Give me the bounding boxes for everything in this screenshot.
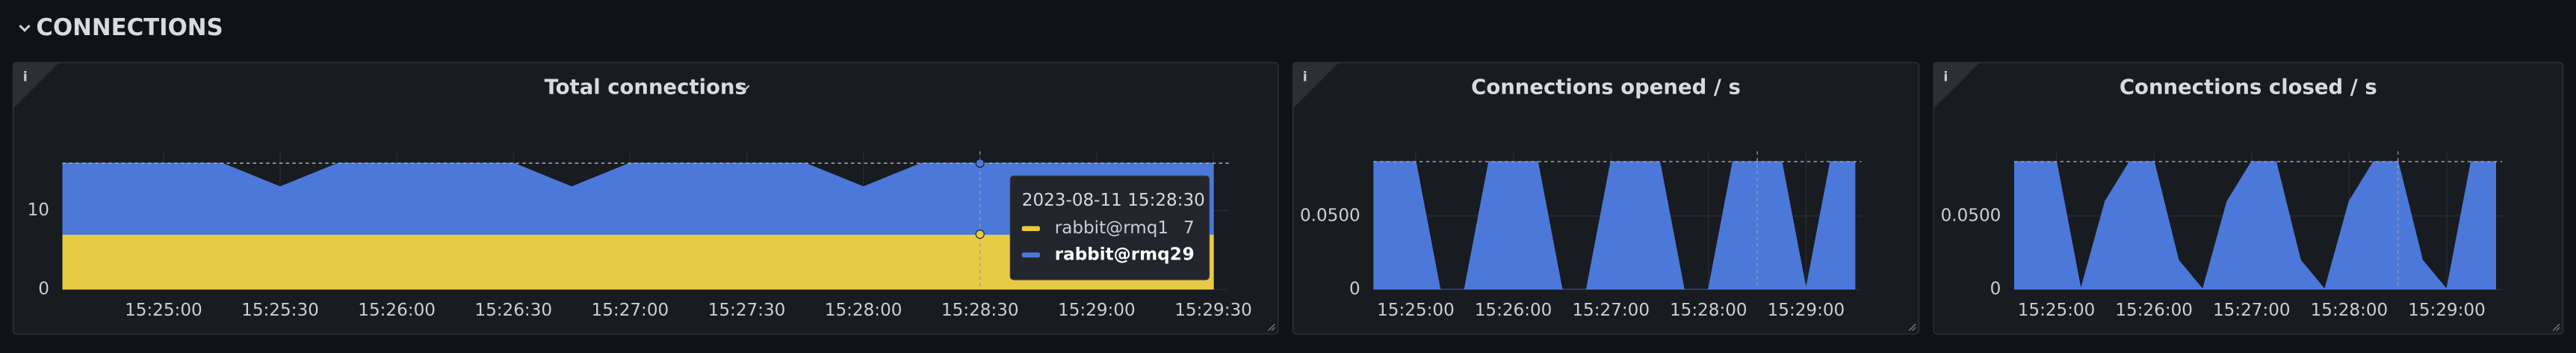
x-tick-label: 15:27:00 [592, 301, 669, 320]
plot-area [62, 162, 1214, 290]
info-icon: i [1303, 70, 1307, 85]
tooltip-swatch [1021, 252, 1040, 258]
x-tick-label: 15:25:00 [125, 301, 202, 320]
x-tick-label: 15:25:00 [2018, 301, 2096, 320]
x-tick-label: 15:26:00 [358, 301, 436, 320]
x-tick-label: 15:29:00 [2408, 301, 2486, 320]
x-tick-label: 15:29:00 [1768, 301, 1845, 320]
x-tick-label: 15:26:00 [2115, 301, 2193, 320]
x-tick-label: 15:25:30 [241, 301, 319, 320]
x-tick-label: 15:27:00 [1572, 301, 1650, 320]
series-area [2013, 161, 2496, 290]
resize-handle [1268, 323, 1275, 331]
y-tick-label: 0.0500 [1941, 206, 2001, 225]
collapse-chevron[interactable] [19, 25, 31, 32]
info-icon: i [23, 70, 28, 85]
plot-area [2013, 161, 2496, 290]
tooltip-box [1009, 175, 1210, 280]
y-tick-label: 0 [1990, 280, 2001, 299]
panel-title: Connections closed / s [2120, 76, 2377, 99]
info-icon: i [1943, 70, 1948, 85]
x-tick-label: 15:28:30 [941, 301, 1019, 320]
series-area [1373, 161, 1856, 290]
x-tick-label: 15:25:00 [1377, 301, 1455, 320]
tooltip-series-name: rabbit@rmq2 [1055, 245, 1182, 264]
tooltip-series-name: rabbit@rmq1 [1055, 218, 1168, 238]
resize-handle [1908, 323, 1916, 331]
info-corner [13, 62, 60, 109]
panel-title: Total connections [545, 76, 747, 99]
title-menu-chevron[interactable] [738, 85, 750, 92]
y-tick-label: 0 [1349, 280, 1360, 299]
series-area [62, 162, 1214, 235]
y-tick-label: 0 [38, 280, 49, 299]
x-tick-label: 15:29:30 [1174, 301, 1252, 320]
x-tick-label: 15:26:00 [1475, 301, 1552, 320]
resize-handle [2552, 323, 2560, 331]
tooltip-value: 7 [1183, 218, 1195, 238]
x-tick-label: 15:28:00 [825, 301, 902, 320]
tooltip-value: 9 [1183, 245, 1195, 264]
hover-point [975, 230, 985, 239]
x-tick-label: 15:28:00 [2311, 301, 2388, 320]
info-corner [1292, 62, 1340, 109]
x-tick-label: 15:27:00 [2213, 301, 2291, 320]
hover-point [975, 159, 985, 168]
section-title[interactable]: CONNECTIONS [36, 14, 223, 41]
x-tick-label: 15:28:00 [1670, 301, 1747, 320]
y-tick-label: 10 [28, 200, 49, 220]
x-tick-label: 15:27:30 [708, 301, 786, 320]
panel-title: Connections opened / s [1471, 76, 1741, 99]
tooltip-swatch [1021, 226, 1040, 232]
y-tick-label: 0.0500 [1300, 206, 1360, 225]
plot-area [1373, 161, 1856, 290]
tooltip-title: 2023-08-11 15:28:30 [1022, 191, 1205, 210]
x-tick-label: 15:29:00 [1058, 301, 1136, 320]
x-tick-label: 15:26:30 [474, 301, 552, 320]
